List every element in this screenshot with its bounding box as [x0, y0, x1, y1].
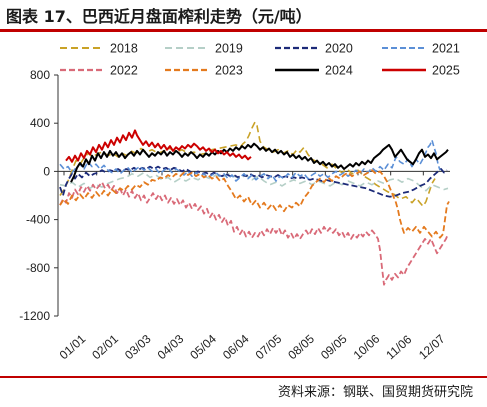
x-tick-label: 09/05	[318, 332, 350, 363]
series-line-2022	[59, 181, 449, 286]
x-tick-label: 12/07	[416, 332, 448, 363]
y-tick-label: 0	[43, 164, 50, 178]
legend-label-2025: 2025	[432, 64, 460, 78]
series-line-2023	[59, 169, 450, 239]
x-tick-label: 06/04	[220, 332, 252, 363]
y-tick-label: -400	[26, 213, 50, 227]
legend-label-2024: 2024	[325, 64, 353, 78]
legend-label-2018: 2018	[110, 42, 138, 56]
line-chart: 800 400 0 -400 -800 -1200 01/01 02/01 03/03 04/0…	[19, 42, 460, 363]
chart-legend: 2018 2019 2020 2021 2022 2023 2024 2025	[60, 42, 460, 78]
legend-label-2019: 2019	[215, 42, 243, 56]
series-line-2021	[59, 139, 441, 182]
footer-divider	[0, 376, 487, 378]
legend-label-2022: 2022	[110, 64, 138, 78]
x-tick-label: 02/01	[89, 332, 121, 363]
x-axis-labels: 01/01 02/01 03/03 04/03 05/04 06/04 07/05 08/05…	[57, 332, 448, 363]
x-tick-label: 08/05	[285, 332, 317, 363]
y-tick-label: -800	[26, 261, 50, 275]
y-tick-label: 800	[30, 68, 50, 82]
chart-title: 图表 17、巴西近月盘面榨利走势（元/吨）	[6, 7, 312, 26]
x-tick-label: 10/06	[351, 332, 383, 363]
x-tick-label: 07/05	[253, 332, 285, 363]
x-tick-label: 01/01	[57, 332, 89, 363]
legend-label-2021: 2021	[432, 42, 460, 56]
title-divider	[0, 29, 487, 32]
chart-series	[59, 121, 450, 286]
legend-label-2023: 2023	[215, 64, 243, 78]
x-tick-label: 04/03	[155, 332, 187, 363]
series-line-2025	[65, 129, 252, 163]
series-line-2018	[59, 121, 436, 208]
y-tick-label: -1200	[19, 309, 50, 323]
x-tick-label: 05/04	[187, 332, 219, 363]
y-tick-label: 400	[30, 116, 50, 130]
chart-axes	[54, 74, 450, 317]
series-line-2024	[70, 142, 449, 183]
x-tick-label: 03/03	[122, 332, 154, 363]
source-note: 资料来源：钢联、国贸期货研究院	[277, 385, 473, 400]
series-line-2020	[59, 165, 448, 198]
x-tick-label: 11/06	[383, 332, 414, 362]
legend-label-2020: 2020	[325, 42, 353, 56]
y-axis-labels: 800 400 0 -400 -800 -1200	[19, 68, 50, 323]
